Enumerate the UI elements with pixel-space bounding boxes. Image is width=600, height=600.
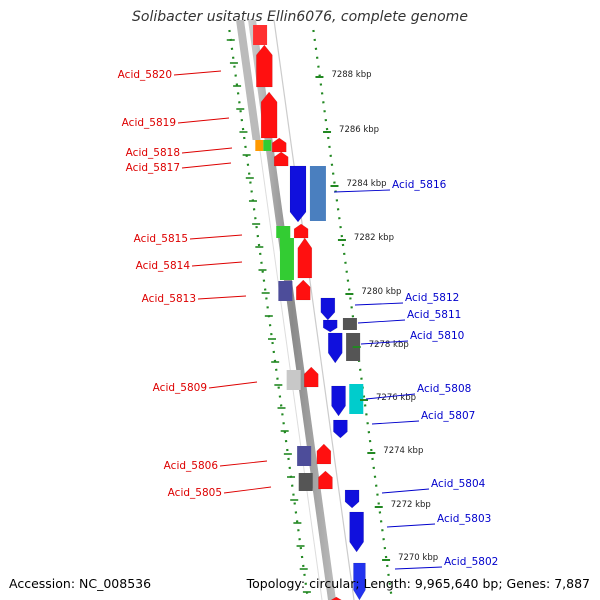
gene-Acid_5820 [256, 44, 273, 88]
gene-Acid_5816b [309, 166, 326, 221]
accession-label: Accession: NC_008536 [9, 576, 152, 591]
gene-Acid_5810 [327, 332, 343, 364]
gene-label-reverse: Acid_5816 [392, 179, 447, 191]
gene-Acid_5818c [271, 137, 287, 153]
label-leader [394, 566, 443, 570]
gene-Acid_5803 [349, 511, 364, 553]
scale-label: 7286 kbp [339, 125, 379, 135]
label-leader [219, 460, 268, 467]
gene-Acid_5807 [333, 419, 348, 439]
label-leader [173, 70, 222, 76]
gene-label-reverse: Acid_5804 [431, 478, 486, 490]
gene-label-reverse: Acid_5811 [407, 309, 461, 321]
gene-Acid_5805b [318, 470, 333, 490]
label-leader [208, 381, 258, 389]
gene-Acid_5806 [297, 446, 312, 466]
gene-Acid_5811 [322, 319, 338, 333]
gene-Acid_5815 [276, 226, 291, 238]
gene-label-forward: Acid_5809 [153, 382, 207, 394]
gene-Acid_5812 [320, 297, 336, 321]
gene-block-grey [236, 20, 261, 140]
gene-Acid_5813 [278, 281, 293, 301]
label-leader [354, 302, 404, 306]
label-leader [181, 162, 232, 169]
gene-label-forward: Acid_5819 [122, 117, 176, 129]
gene-label-forward: Acid_5820 [118, 69, 172, 81]
gene-label-reverse: Acid_5803 [437, 513, 491, 525]
scale-label: 7274 kbp [383, 446, 423, 456]
gene-label-forward: Acid_5818 [126, 147, 180, 159]
gene-Acid_5801 [330, 596, 342, 600]
gene-Acid_5806b [316, 443, 332, 465]
label-leader [177, 117, 230, 124]
gene-Acid_5811b [342, 318, 357, 330]
label-leader [357, 319, 406, 324]
label-leader [191, 261, 243, 267]
gene-Acid_5809 [286, 370, 301, 390]
label-leader [381, 488, 430, 494]
gene-label-forward: Acid_5817 [126, 162, 180, 174]
label-leader [197, 295, 247, 300]
gene-label-reverse: Acid_5802 [444, 556, 498, 568]
gene-Acid_5802 [353, 562, 366, 600]
scale-label: 7278 kbp [369, 340, 409, 350]
gene-label-reverse: Acid_5807 [421, 410, 475, 422]
gene-Acid_5809b [303, 366, 319, 388]
gene-label-reverse: Acid_5812 [405, 292, 459, 304]
gene-label-reverse: Acid_5808 [417, 383, 471, 395]
gene-Acid_5815b [293, 223, 309, 239]
label-leader [189, 234, 243, 240]
label-leader [386, 523, 436, 528]
gene-label-forward: Acid_5813 [142, 293, 196, 305]
gene-Acid_5813b [295, 279, 311, 301]
scale-label: 7282 kbp [354, 233, 394, 243]
gene-label-forward: Acid_5815 [134, 233, 188, 245]
scale-label: 7288 kbp [331, 70, 371, 80]
gene-Acid_5819 [260, 91, 278, 139]
gene-Acid_5808 [331, 385, 346, 417]
genome-summary: Topology: circular; Length: 9,965,640 bp… [246, 576, 590, 591]
gene-Acid_5808b [349, 384, 364, 414]
scale-label: 7284 kbp [346, 179, 386, 189]
label-leader [371, 420, 420, 425]
backbone-guide [273, 19, 355, 600]
gene-Acid_5818b [263, 140, 272, 151]
gene-Acid_5817 [273, 151, 289, 167]
label-leader [181, 147, 233, 154]
backbone-strip [248, 20, 336, 600]
label-leader [360, 340, 409, 345]
gene-Acid_5816 [289, 165, 307, 223]
gene-Acid_5818 [255, 140, 264, 151]
gene-Acid_5814b [297, 237, 313, 279]
scale-label: 7270 kbp [398, 553, 438, 563]
gene-Acid_5821 [253, 25, 268, 45]
scale-label: 7280 kbp [361, 287, 401, 297]
label-leader [333, 189, 391, 193]
gene-label-forward: Acid_5805 [168, 487, 222, 499]
gene-label-reverse: Acid_5810 [410, 330, 464, 342]
scale-label: 7276 kbp [376, 393, 416, 403]
scale-label: 7272 kbp [391, 500, 431, 510]
gene-label-forward: Acid_5814 [136, 260, 191, 272]
label-leader [365, 393, 416, 400]
label-leader [223, 486, 272, 494]
gene-label-forward: Acid_5806 [164, 460, 219, 472]
gene-Acid_5805 [298, 473, 313, 491]
gene-Acid_5804 [344, 489, 360, 509]
map-title: Solibacter usitatus Ellin6076, complete … [132, 9, 468, 25]
gene-Acid_5814 [279, 238, 294, 280]
